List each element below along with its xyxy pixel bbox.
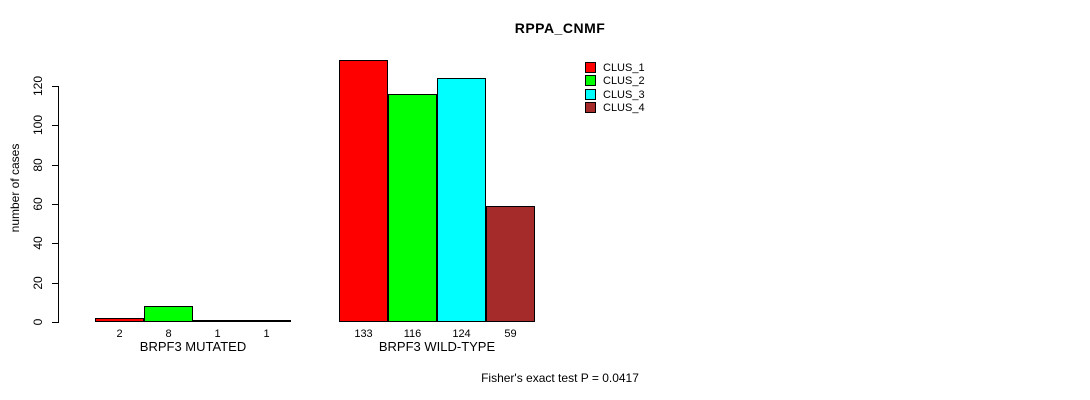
y-axis-label: number of cases	[8, 143, 22, 233]
y-tick-mark	[52, 243, 58, 244]
y-axis-line	[58, 86, 59, 323]
bar-clus_3-brpf3-wild-type	[437, 78, 486, 322]
bar-value-label: 2	[116, 328, 123, 340]
legend-label: CLUS_3	[603, 88, 645, 101]
bar-value-label: 1	[214, 328, 221, 340]
y-tick-mark	[52, 322, 58, 323]
bar-value-label: 59	[504, 328, 517, 340]
y-tick-label: 80	[31, 158, 45, 172]
bar-value-label: 133	[354, 328, 373, 340]
bar-value-label: 8	[165, 328, 172, 340]
y-tick-mark	[52, 86, 58, 87]
y-tick-label: 60	[31, 197, 45, 211]
y-tick-label: 40	[31, 236, 45, 250]
bar-clus_1-brpf3-wild-type	[339, 60, 388, 322]
legend-swatch-icon	[585, 88, 596, 100]
bar-clus_1-brpf3-mutated	[95, 318, 144, 322]
x-category-label: BRPF3 WILD-TYPE	[378, 339, 496, 354]
bar-clus_2-brpf3-mutated	[144, 306, 193, 322]
y-tick-mark	[52, 165, 58, 166]
legend-label: CLUS_4	[603, 101, 645, 114]
bar-clus_3-brpf3-mutated	[193, 320, 242, 322]
bar-value-label: 1	[263, 328, 270, 340]
y-tick-mark	[52, 204, 58, 205]
legend-swatch-icon	[585, 101, 596, 113]
y-tick-label: 100	[31, 114, 45, 136]
x-category-label: BRPF3 MUTATED	[139, 339, 247, 354]
bar-value-label: 124	[452, 328, 471, 340]
bar-clus_2-brpf3-wild-type	[388, 94, 437, 322]
bar-clus_4-brpf3-wild-type	[486, 206, 535, 322]
y-tick-mark	[52, 125, 58, 126]
legend-swatch-icon	[585, 75, 596, 87]
y-tick-mark	[52, 283, 58, 284]
y-tick-label: 0	[31, 318, 45, 326]
legend-label: CLUS_1	[603, 62, 645, 74]
y-tick-label: 120	[31, 75, 45, 97]
bar-value-label: 116	[403, 328, 422, 340]
legend-swatch-icon	[585, 62, 596, 73]
fisher-test-annotation: Fisher's exact test P = 0.0417	[481, 371, 639, 385]
y-tick-label: 20	[31, 276, 45, 290]
legend-label: CLUS_2	[603, 75, 645, 88]
chart-title: RPPA_CNMF	[514, 20, 606, 36]
bar-clus_4-brpf3-mutated	[242, 320, 291, 322]
